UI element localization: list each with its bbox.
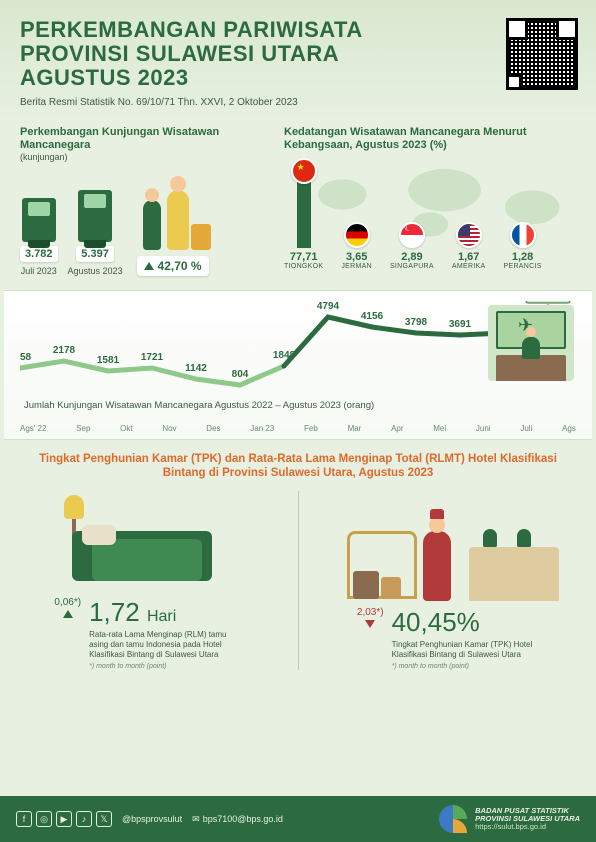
bellboy-illustration [339,491,559,601]
nationality-chart: 77,71TIONGKOK 3,65JERMAN 2,89SINGAPURA 1,67… [284,160,576,270]
youtube-icon[interactable]: ▶ [56,811,72,827]
occupancy-desc: Tingkat Penghunian Kamar (TPK) Hotel Kla… [392,640,542,660]
vertical-divider [298,491,299,670]
svg-text:804: 804 [232,369,249,380]
occupancy-note: *) month to month (point) [392,663,542,670]
rlmt-value: 1,72 Hari [89,597,239,628]
up-triangle-icon [144,262,154,270]
mail-icon: ✉ [192,814,200,825]
nationality-col: 1,67AMERIKA [452,222,486,270]
down-triangle-icon [365,620,375,628]
visits-unit: (kunjungan) [20,152,270,162]
footer: f ◎ ▶ ♪ 𝕏 @bpsprovsulut ✉ bps7100@bps.go… [0,796,596,842]
occupancy-panel: 2,03*) 40,45% Tingkat Penghunian Kamar (… [323,491,577,670]
nationality-title: Kedatangan Wisatawan Mancanegara Menurut… [284,126,564,152]
svg-text:1581: 1581 [97,355,120,366]
social-icons: f ◎ ▶ ♪ 𝕏 [16,811,112,827]
svg-text:1721: 1721 [141,352,164,363]
timeline-month: Des [206,424,220,433]
timeline-month: Mar [348,424,362,433]
header: PERKEMBANGAN PARIWISATA PROVINSI SULAWES… [0,0,596,116]
svg-text:2178: 2178 [53,345,76,356]
timeline-caption: Jumlah Kunjungan Wisatawan Mancanegara A… [24,400,374,411]
nationality-col: 77,71TIONGKOK [284,162,323,270]
nationality-panel: Kedatangan Wisatawan Mancanegara Menurut… [284,126,576,276]
occupancy-value: 40,45% [392,607,542,638]
timeline-month: Nov [162,424,176,433]
timeline-month: Juni [476,424,491,433]
bps-text: BADAN PUSAT STATISTIK PROVINSI SULAWESI … [475,807,580,832]
footer-email: ✉ bps7100@bps.go.id [192,814,283,825]
nationality-col: 2,89SINGAPURA [390,222,434,270]
terminal-icon [78,190,112,242]
rlmt-panel: 0,06*) 1,72 Hari Rata-rata Lama Menginap… [20,491,274,670]
tpk-title: Tingkat Penghunian Kamar (TPK) dan Rata-… [20,452,576,481]
timeline-chart: 1758 2178 1581 1721 1142 804 1848 4794 4156 3798 3… [4,290,592,440]
visits-change-badge: 42,70 % [137,256,209,276]
rlmt-note: *) month to month (point) [89,663,239,670]
timeline-axis: Ags' 22 Sep Okt Nov Des Jan 23 Feb Mar Apr Mei Jun… [20,424,576,433]
page-subtitle: Berita Resmi Statistik No. 69/10/71 Thn.… [20,97,576,108]
timeline-month: Jan 23 [250,424,274,433]
facebook-icon[interactable]: f [16,811,32,827]
timeline-month: Sep [76,424,90,433]
svg-text:3798: 3798 [405,317,428,328]
qr-code-icon [506,18,578,90]
svg-text:4156: 4156 [361,311,384,322]
timeline-month: Juli [520,424,532,433]
rlmt-desc: Rata-rata Lama Menginap (RLM) tamu asing… [89,630,239,660]
visits-prev: 3.782 Juli 2023 [20,198,58,276]
social-handle: @bpsprovsulut [122,814,182,824]
bps-logo-icon [439,805,467,833]
visits-curr-value: 5.397 [76,246,114,262]
instagram-icon[interactable]: ◎ [36,811,52,827]
timeline-month: Apr [391,424,403,433]
svg-text:1848: 1848 [273,350,296,361]
visits-panel: Perkembangan Kunjungan Wisatawan Mancane… [20,126,270,276]
page-title: PERKEMBANGAN PARIWISATA PROVINSI SULAWES… [20,18,430,91]
bed-illustration [52,491,242,591]
twitter-icon[interactable]: 𝕏 [96,811,112,827]
timeline-month: Mei [433,424,446,433]
svg-text:4794: 4794 [317,301,340,312]
visits-title: Perkembangan Kunjungan Wisatawan Mancane… [20,126,270,152]
visits-prev-label: Juli 2023 [21,266,57,276]
timeline-month: Feb [304,424,318,433]
visits-prev-value: 3.782 [20,246,58,262]
terminal-icon [22,198,56,242]
visits-curr: 5.397 Agustus 2023 [68,190,123,276]
rlmt-delta: 0,06*) [54,597,81,618]
up-triangle-icon [63,610,73,618]
airport-illustration [488,305,574,381]
timeline-month: Okt [120,424,132,433]
svg-text:1142: 1142 [185,363,207,374]
occupancy-delta: 2,03*) [357,607,384,628]
visits-curr-label: Agustus 2023 [68,266,123,276]
timeline-month: Ags [562,424,576,433]
tpk-section: Tingkat Penghunian Kamar (TPK) dan Rata-… [0,440,596,670]
tiktok-icon[interactable]: ♪ [76,811,92,827]
svg-text:1758: 1758 [20,352,32,363]
timeline-month: Ags' 22 [20,424,46,433]
nationality-col: 1,28PERANCIS [504,222,542,270]
nationality-col: 3,65JERMAN [341,222,372,270]
svg-text:3691: 3691 [449,319,472,330]
family-illustration [133,170,213,250]
